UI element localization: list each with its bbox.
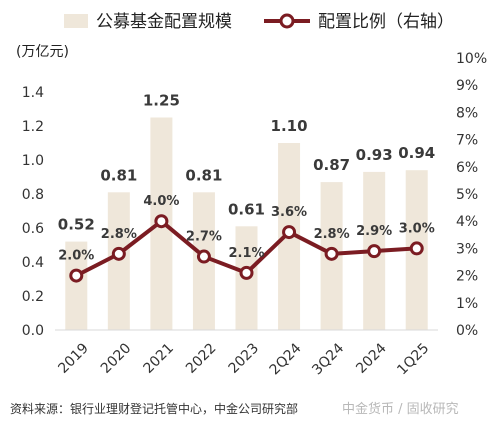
bar-label-2020: 0.81 (100, 166, 137, 184)
y-left-tick-7: 1.4 (22, 85, 44, 101)
x-tick-2019: 2019 (55, 340, 92, 377)
y-left-tick-0: 0.0 (22, 323, 44, 339)
line-series (69, 214, 424, 283)
y-right-tick-10: 10% (456, 51, 487, 67)
x-tick-2021: 2021 (140, 340, 177, 377)
y-right-tick-2: 2% (456, 269, 478, 285)
y-right-tick-6: 6% (456, 160, 478, 176)
bar-label-2023: 0.61 (228, 200, 265, 218)
ratio-label-1Q25: 3.0% (399, 221, 435, 236)
source-note: 资料来源：银行业理财登记托管中心，中金公司研究部 (10, 401, 298, 416)
x-tick-2Q24: 2Q24 (267, 340, 305, 378)
ratio-label-2022: 2.7% (186, 230, 222, 245)
x-tick-2024: 2024 (353, 340, 390, 377)
ratio-label-2021: 4.0% (143, 194, 179, 209)
y-right-tick-5: 5% (456, 187, 478, 203)
ratio-label-2023: 2.1% (228, 246, 264, 261)
y-left-axis: 0.0 0.2 0.4 0.6 0.8 1.0 1.2 1.4 (22, 85, 44, 339)
ratio-label-2Q24: 3.6% (271, 205, 307, 220)
y-left-tick-4: 0.8 (22, 187, 44, 203)
ratio-point-2023 (239, 265, 254, 280)
y-left-tick-3: 0.6 (22, 221, 44, 237)
x-tick-2022: 2022 (183, 340, 220, 377)
line-value-labels: 2.0% 2.8% 4.0% 2.7% 2.1% 3.6% 2.8% 2.9% 3.0% (58, 194, 435, 263)
legend-label-bar: 公募基金配置规模 (96, 12, 232, 32)
bar-label-2022: 0.81 (185, 166, 222, 184)
ratio-point-1Q25 (409, 241, 424, 256)
y-left-tick-5: 1.0 (22, 153, 44, 169)
legend-marker-line (279, 13, 295, 29)
y-left-tick-1: 0.2 (22, 289, 44, 305)
y-right-tick-3: 3% (456, 241, 478, 257)
bar-label-2Q24: 1.10 (271, 117, 308, 135)
y-right-tick-8: 8% (456, 105, 478, 121)
ratio-point-2024 (367, 244, 382, 259)
watermark: 中金货币 / 固收研究 (342, 401, 459, 417)
y-right-tick-1: 1% (456, 296, 478, 312)
y-left-tick-2: 0.4 (22, 255, 44, 271)
bar-label-2019: 0.52 (58, 216, 95, 234)
x-axis: 2019 2020 2021 2022 2023 2Q24 3Q24 2024 1Q25 (55, 340, 432, 378)
ratio-point-2021 (154, 214, 169, 229)
bar-label-2024: 0.93 (356, 146, 393, 164)
y-left-unit-label: (万亿元) (16, 44, 69, 60)
x-tick-3Q24: 3Q24 (309, 340, 347, 378)
ratio-label-3Q24: 2.8% (314, 227, 350, 242)
y-left-tick-6: 1.2 (22, 119, 44, 135)
ratio-point-2Q24 (282, 225, 297, 240)
y-right-tick-9: 9% (456, 78, 478, 94)
x-tick-1Q25: 1Q25 (394, 340, 432, 378)
bar-label-2021: 1.25 (143, 92, 180, 110)
y-right-axis: 0% 1% 2% 3% 4% 5% 6% 7% 8% 9% 10% (456, 51, 487, 339)
bar-2019 (65, 241, 88, 330)
bar-value-labels: 0.52 0.81 1.25 0.81 0.61 1.10 0.87 0.93 0.94 (58, 92, 435, 234)
x-tick-2023: 2023 (226, 340, 263, 377)
y-right-tick-4: 4% (456, 214, 478, 230)
y-right-tick-7: 7% (456, 133, 478, 149)
ratio-point-2022 (196, 249, 211, 264)
legend-swatch-bar (64, 14, 88, 28)
legend-label-line: 配置比例（右轴） (318, 12, 454, 32)
ratio-point-2020 (111, 246, 126, 261)
ratio-label-2019: 2.0% (58, 249, 94, 264)
x-tick-2020: 2020 (98, 340, 135, 377)
ratio-point-3Q24 (324, 246, 339, 261)
bar-2020 (107, 192, 130, 330)
ratio-point-2019 (69, 268, 84, 283)
bar-label-3Q24: 0.87 (313, 156, 350, 174)
ratio-label-2020: 2.8% (101, 227, 137, 242)
bar-label-1Q25: 0.94 (398, 144, 435, 162)
y-right-tick-0: 0% (456, 323, 478, 339)
ratio-label-2024: 2.9% (356, 224, 392, 239)
legend: 公募基金配置规模 配置比例（右轴） (64, 12, 454, 32)
